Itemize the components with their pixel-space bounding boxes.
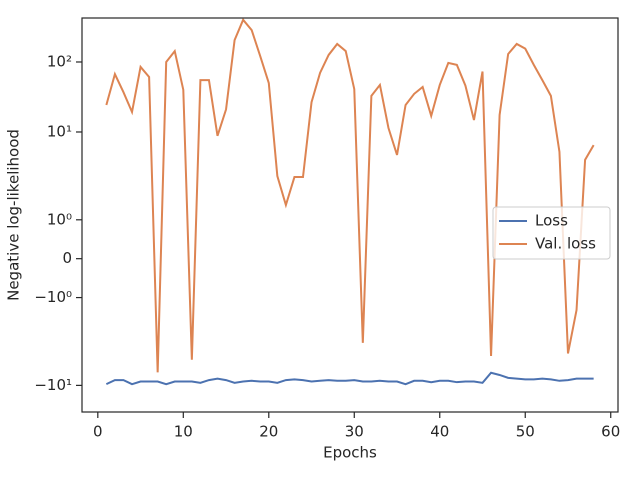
x-tick-label: 0 [93, 423, 103, 441]
x-tick-label: 40 [430, 423, 449, 441]
x-tick-label: 60 [601, 423, 620, 441]
x-tick-label: 20 [259, 423, 278, 441]
y-tick-label: 0 [62, 249, 72, 267]
x-axis-label: Epochs [323, 444, 377, 462]
line-series [105, 371, 594, 386]
x-tick-label: 30 [345, 423, 364, 441]
y-axis-label: Negative log-likelihood [5, 129, 23, 301]
line-series [105, 17, 595, 373]
y-tick-label: 10¹ [47, 122, 72, 140]
plot-frame [81, 17, 619, 413]
x-tick-label: 10 [174, 423, 193, 441]
y-tick-label: 10² [47, 52, 72, 70]
legend-label: Val. loss [535, 235, 596, 253]
legend-label: Loss [535, 212, 568, 230]
y-tick-label: −10⁰ [34, 288, 72, 306]
x-tick-label: 50 [516, 423, 535, 441]
y-tick-label: 10⁰ [47, 210, 72, 228]
legend: Loss Val. loss [492, 206, 611, 260]
y-tick-label: −10¹ [34, 376, 72, 394]
